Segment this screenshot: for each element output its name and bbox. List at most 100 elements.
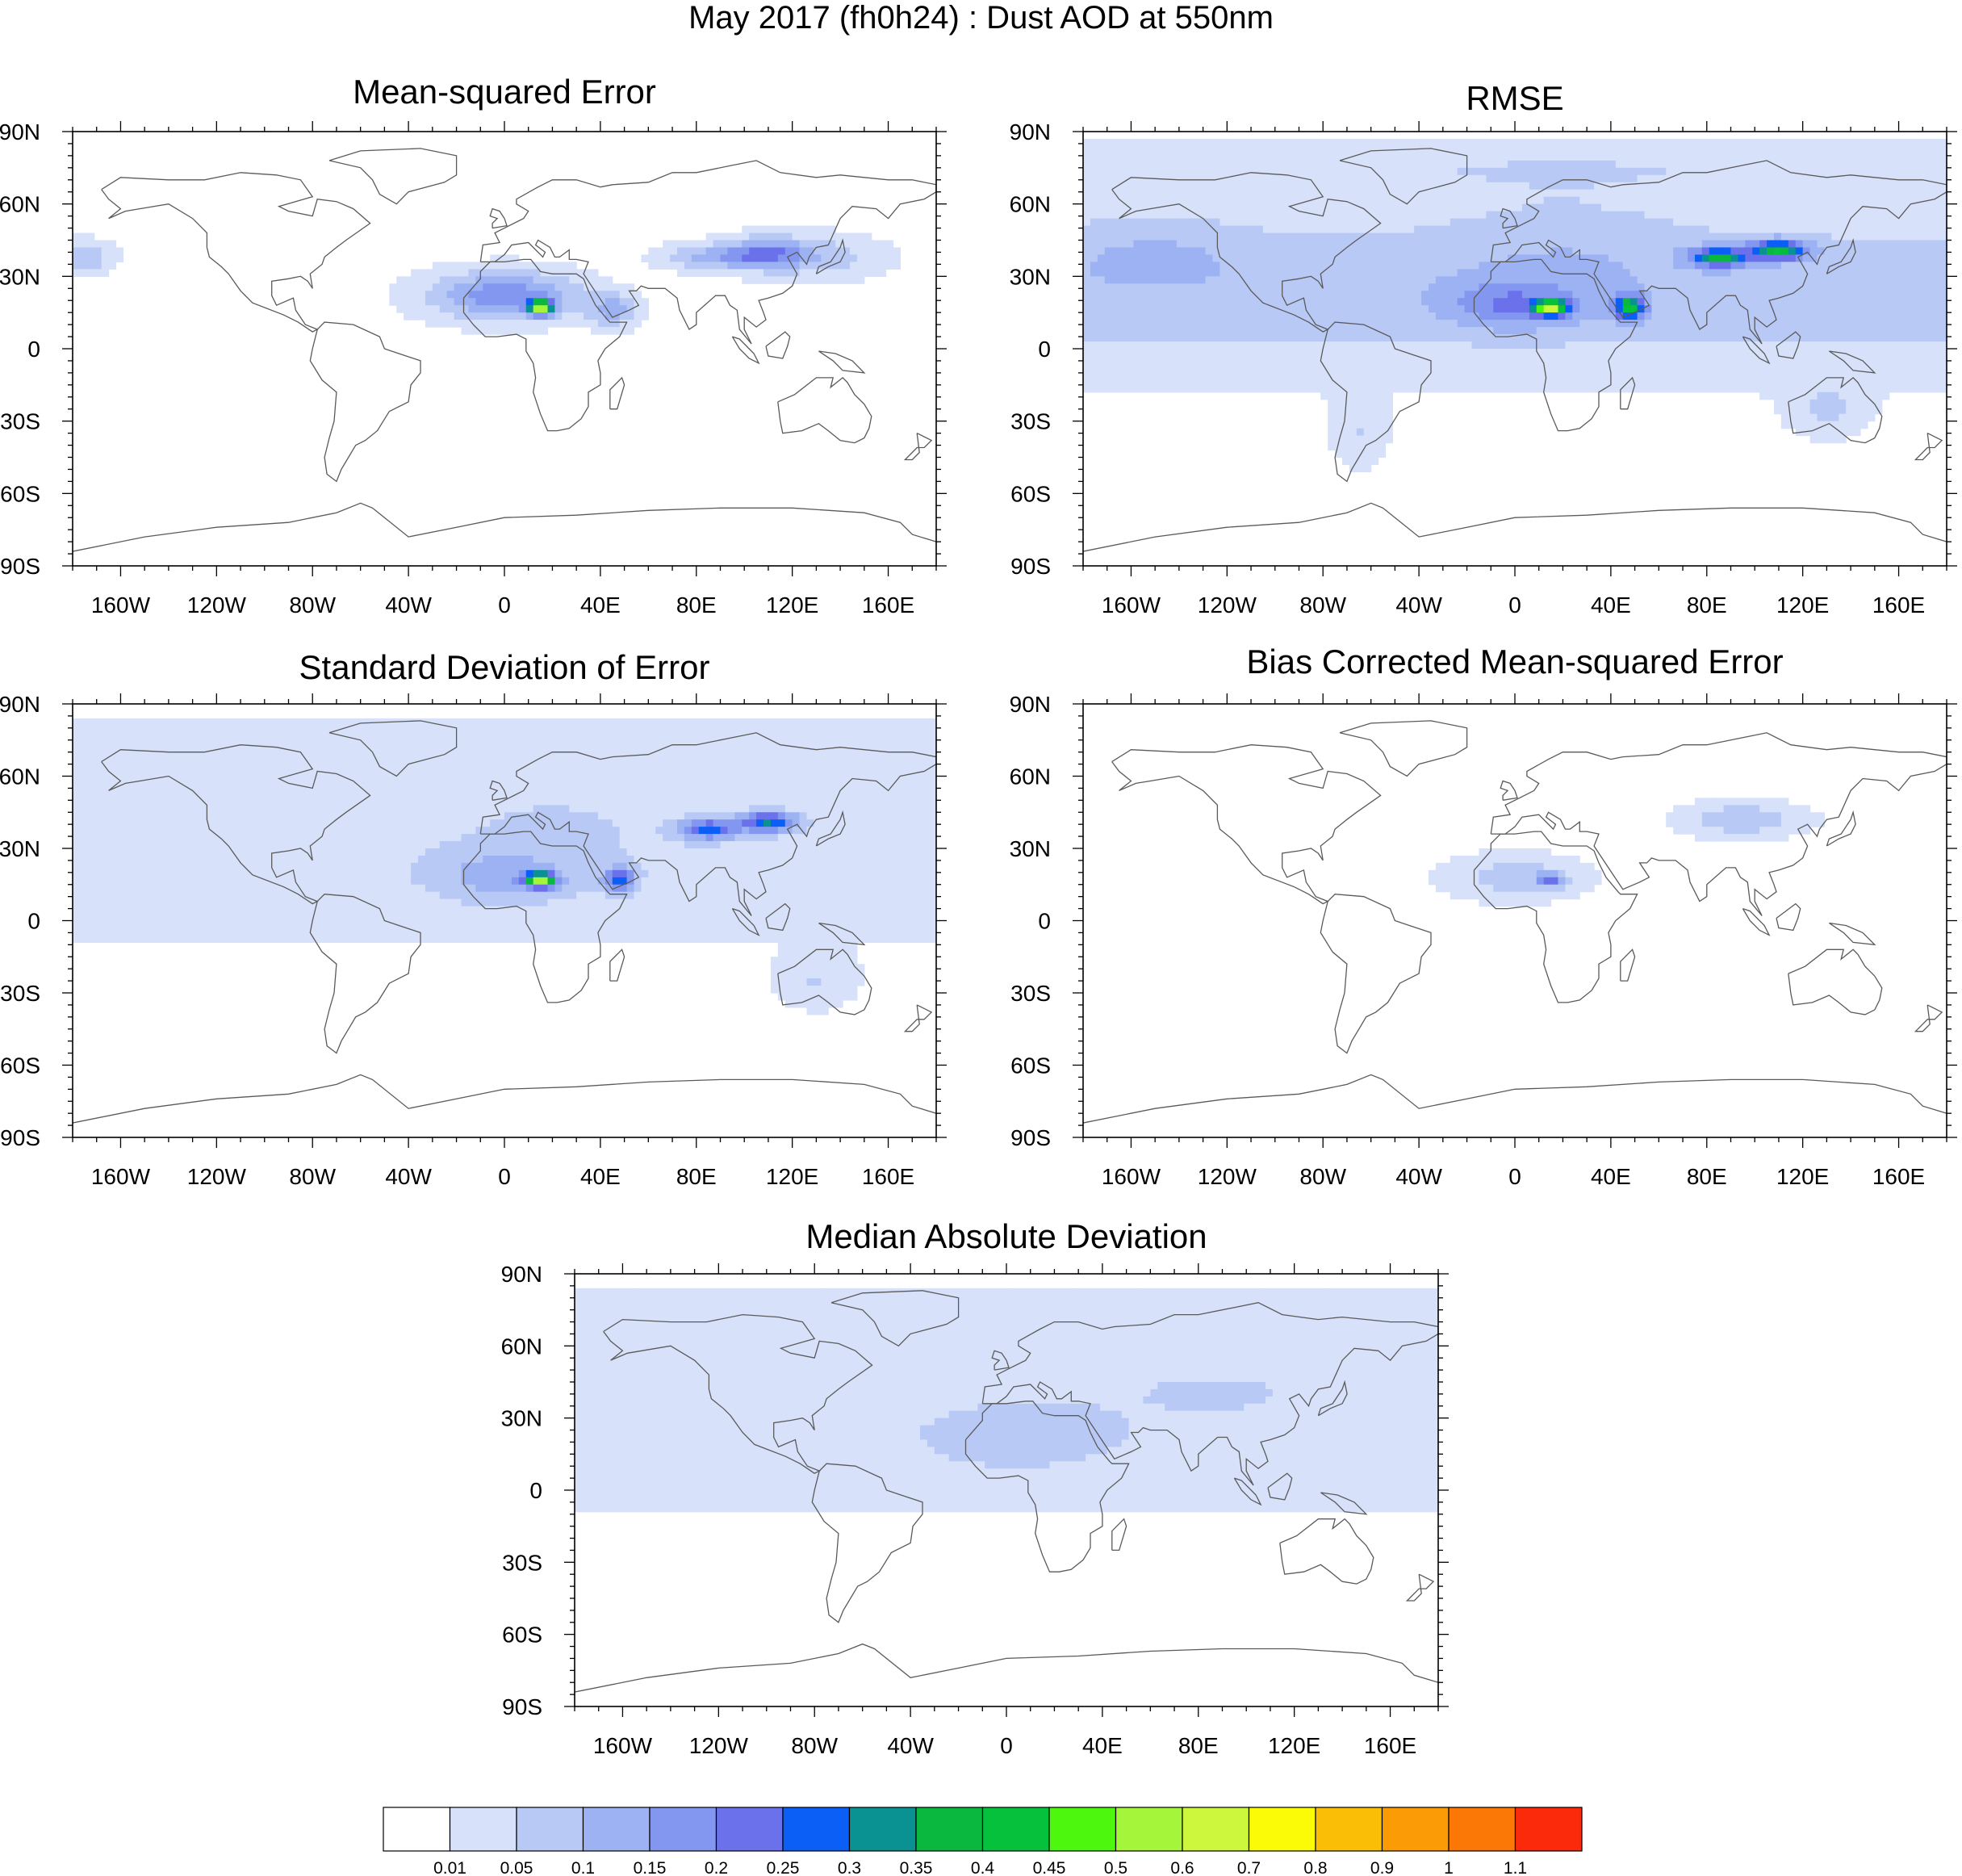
colorbar-swatch [715, 1807, 784, 1852]
colorbar-label: 0.1 [571, 1859, 595, 1876]
lat-tick-label: 30S [1010, 409, 1051, 434]
colorbar-swatch [383, 1807, 451, 1852]
lat-tick-label: 90S [1010, 554, 1051, 579]
colorbar-label: 0.01 [433, 1859, 466, 1876]
lat-tick-label: 90N [1010, 119, 1051, 144]
lat-tick-label: 90N [501, 1262, 542, 1287]
lon-tick-label: 120E [1268, 1733, 1320, 1758]
colorbar-label: 0.9 [1370, 1859, 1394, 1876]
coastlines [575, 1290, 1438, 1693]
lon-tick-label: 160E [1364, 1733, 1416, 1758]
lon-tick-label: 120W [187, 593, 247, 618]
lon-tick-label: 40W [385, 1164, 432, 1189]
axis-ticks [1073, 121, 1957, 576]
colorbar-swatch [1248, 1807, 1316, 1852]
lon-tick-label: 0 [1508, 593, 1521, 618]
lon-tick-label: 40W [887, 1733, 934, 1758]
coastlines [1083, 148, 1947, 552]
lon-tick-label: 80E [1178, 1733, 1219, 1758]
lon-tick-label: 40W [1395, 1164, 1442, 1189]
colorbar: 0.01 0.05 0.1 0.15 0.2 0.25 0.3 0.35 0.4 0.45 0.5 0… [383, 1807, 1583, 1876]
lon-tick-label: 40E [1591, 1164, 1631, 1189]
lat-tick-label: 60N [0, 192, 40, 217]
colorbar-swatch [1048, 1807, 1117, 1852]
lon-tick-label: 120W [689, 1733, 749, 1758]
panel-rmse: RMSE 90N 60N 30N 0 30S 60S 90S 160W 120W 80W 40W 0 4… [981, 0, 1962, 630]
colorbar-swatch [1381, 1807, 1450, 1852]
lat-tick-label: 30S [1010, 981, 1051, 1006]
colorbar-label: 0.2 [705, 1859, 728, 1876]
colorbar-label: 1.1 [1504, 1859, 1527, 1876]
colorbar-swatch [1182, 1807, 1250, 1852]
lon-tick-label: 80W [289, 593, 336, 618]
lon-tick-label: 0 [1508, 1164, 1521, 1189]
lon-tick-label: 0 [1000, 1733, 1013, 1758]
axis-ticks [1073, 693, 1957, 1148]
lon-tick-label: 80W [1299, 1164, 1346, 1189]
lat-tick-label: 90N [0, 692, 40, 717]
lat-tick-label: 60N [1010, 764, 1051, 789]
map-plot: 90N 60N 30N 0 30S 60S 90S 160W 120W 80W 40W 0 40E 80E… [501, 1262, 1449, 1758]
colorbar-label: 0.25 [767, 1859, 800, 1876]
lat-tick-label: 60N [1010, 192, 1051, 217]
lat-tick-label: 90S [1010, 1125, 1051, 1150]
lat-tick-label: 60S [502, 1623, 542, 1648]
lon-tick-label: 80W [1299, 593, 1346, 618]
lon-tick-label: 40E [1082, 1733, 1123, 1758]
lat-tick-label: 90N [0, 119, 40, 144]
coastlines [1083, 720, 1947, 1124]
colorbar-swatch [649, 1807, 717, 1852]
lat-tick-label: 90S [502, 1694, 542, 1719]
colorbar-swatch [782, 1807, 851, 1852]
lon-tick-label: 160W [593, 1733, 653, 1758]
lat-tick-label: 0 [1038, 337, 1051, 362]
map-frame [1082, 703, 1947, 1138]
lon-tick-label: 120E [1776, 593, 1829, 618]
lon-tick-label: 160W [91, 1164, 151, 1189]
axis-ticks [62, 693, 947, 1148]
panel-title: Mean-squared Error [353, 73, 656, 111]
colorbar-swatch [1448, 1807, 1516, 1852]
lat-tick-label: 60N [501, 1334, 542, 1359]
map-plot: 90N 60N 30N 0 30S 60S 90S 160W 120W 80W 40W 0 40E 80E… [1010, 692, 1957, 1189]
map-plot: 90N 60N 30N 0 30S 60S 90S 160W 120W 80W 40W 0 40E 80E… [0, 119, 947, 618]
panel-std: Standard Deviation of Error 90N 60N 30N 0 30… [0, 630, 981, 1211]
lat-tick-label: 90N [1010, 692, 1051, 717]
lat-tick-label: 60N [0, 764, 40, 789]
colorbar-swatch [516, 1807, 584, 1852]
lon-tick-label: 160W [1102, 593, 1161, 618]
panel-title: Standard Deviation of Error [299, 648, 710, 686]
colorbar-swatch [981, 1807, 1050, 1852]
panel-title: Median Absolute Deviation [805, 1217, 1207, 1255]
colorbar-label: 0.35 [900, 1859, 933, 1876]
lon-tick-label: 160W [1102, 1164, 1161, 1189]
panel-mad: Median Absolute Deviation 90N 60N 30N 0 30S 6… [484, 1211, 1477, 1800]
lat-tick-label: 60S [1010, 481, 1051, 506]
lon-tick-label: 120W [187, 1164, 247, 1189]
lon-tick-label: 160E [862, 1164, 914, 1189]
lat-tick-label: 30S [502, 1550, 542, 1575]
colorbar-label: 1 [1444, 1859, 1454, 1876]
lon-tick-label: 160E [1872, 1164, 1925, 1189]
map-frame [72, 131, 937, 567]
lon-tick-label: 120W [1198, 1164, 1257, 1189]
dust-field [575, 1288, 1438, 1513]
lon-tick-label: 40W [385, 593, 432, 618]
lat-tick-label: 30S [0, 409, 40, 434]
map-plot: 90N 60N 30N 0 30S 60S 90S 160W 120W 80W 40W 0 40E 80E… [1010, 119, 1957, 618]
lon-tick-label: 160W [91, 593, 151, 618]
lon-tick-label: 40E [580, 593, 621, 618]
lon-tick-label: 80E [1687, 593, 1727, 618]
lat-tick-label: 0 [27, 909, 40, 934]
colorbar-label: 0.5 [1104, 1859, 1127, 1876]
lon-tick-label: 120E [766, 1164, 818, 1189]
colorbar-label: 0.45 [1033, 1859, 1066, 1876]
colorbar-swatch [1315, 1807, 1383, 1852]
lon-tick-label: 80W [791, 1733, 838, 1758]
panel-title: RMSE [1466, 79, 1564, 117]
lon-tick-label: 80E [1687, 1164, 1727, 1189]
lon-tick-label: 0 [498, 593, 511, 618]
lat-tick-label: 0 [27, 337, 40, 362]
colorbar-label: 0.8 [1303, 1859, 1327, 1876]
dust-field [73, 718, 936, 1015]
